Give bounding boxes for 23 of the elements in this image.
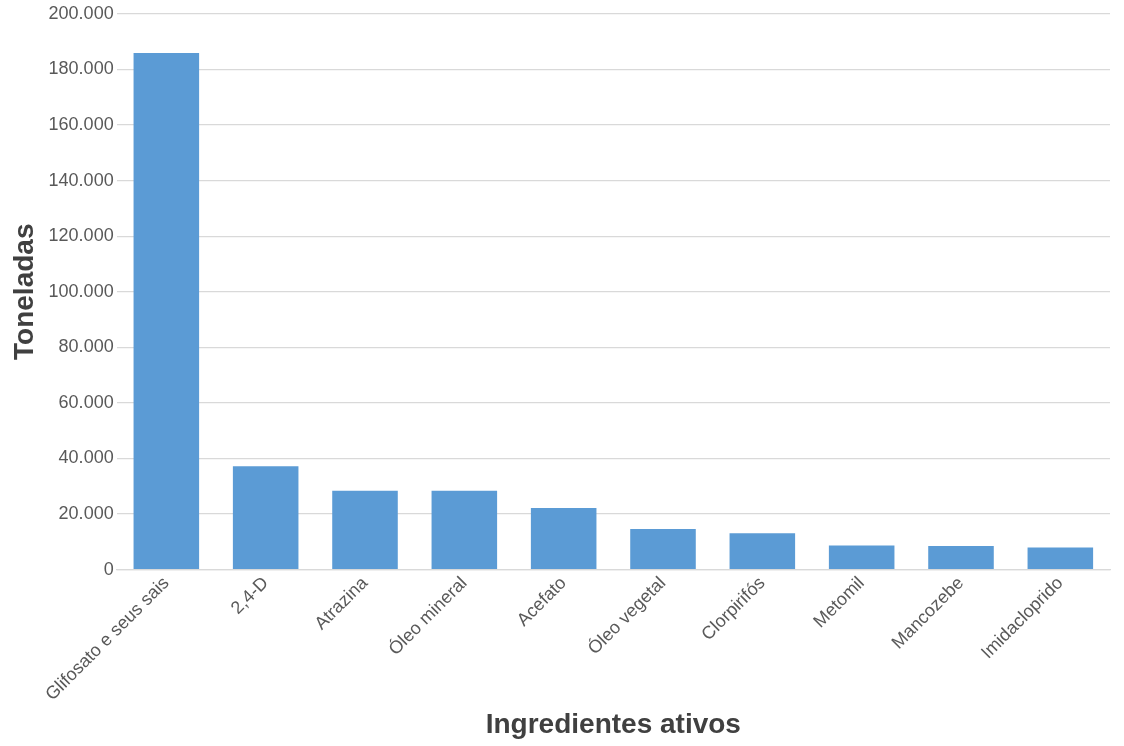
bar <box>729 533 796 570</box>
bar <box>928 546 994 570</box>
y-tick-label: 100.000 <box>48 280 114 301</box>
bar <box>530 507 597 570</box>
y-tick-label: 20.000 <box>58 503 114 524</box>
y-tick-label: 180.000 <box>48 58 114 79</box>
bar <box>1027 547 1094 570</box>
bar <box>133 52 200 570</box>
y-tick-label: 0 <box>103 558 114 579</box>
y-tick-label: 40.000 <box>58 447 114 468</box>
y-axis-title: Toneladas <box>7 223 39 360</box>
bar <box>332 490 398 570</box>
bar <box>431 490 498 570</box>
y-tick-label: 60.000 <box>58 391 114 412</box>
bar <box>232 466 299 570</box>
y-tick-label: 200.000 <box>48 2 114 23</box>
bar <box>630 529 696 570</box>
y-tick-label: 140.000 <box>48 169 114 190</box>
bar <box>828 545 895 570</box>
x-axis-title: Ingredientes ativos <box>485 707 741 739</box>
y-tick-label: 80.000 <box>58 336 114 357</box>
y-tick-label: 160.000 <box>48 113 114 134</box>
y-tick-label: 120.000 <box>48 225 114 246</box>
